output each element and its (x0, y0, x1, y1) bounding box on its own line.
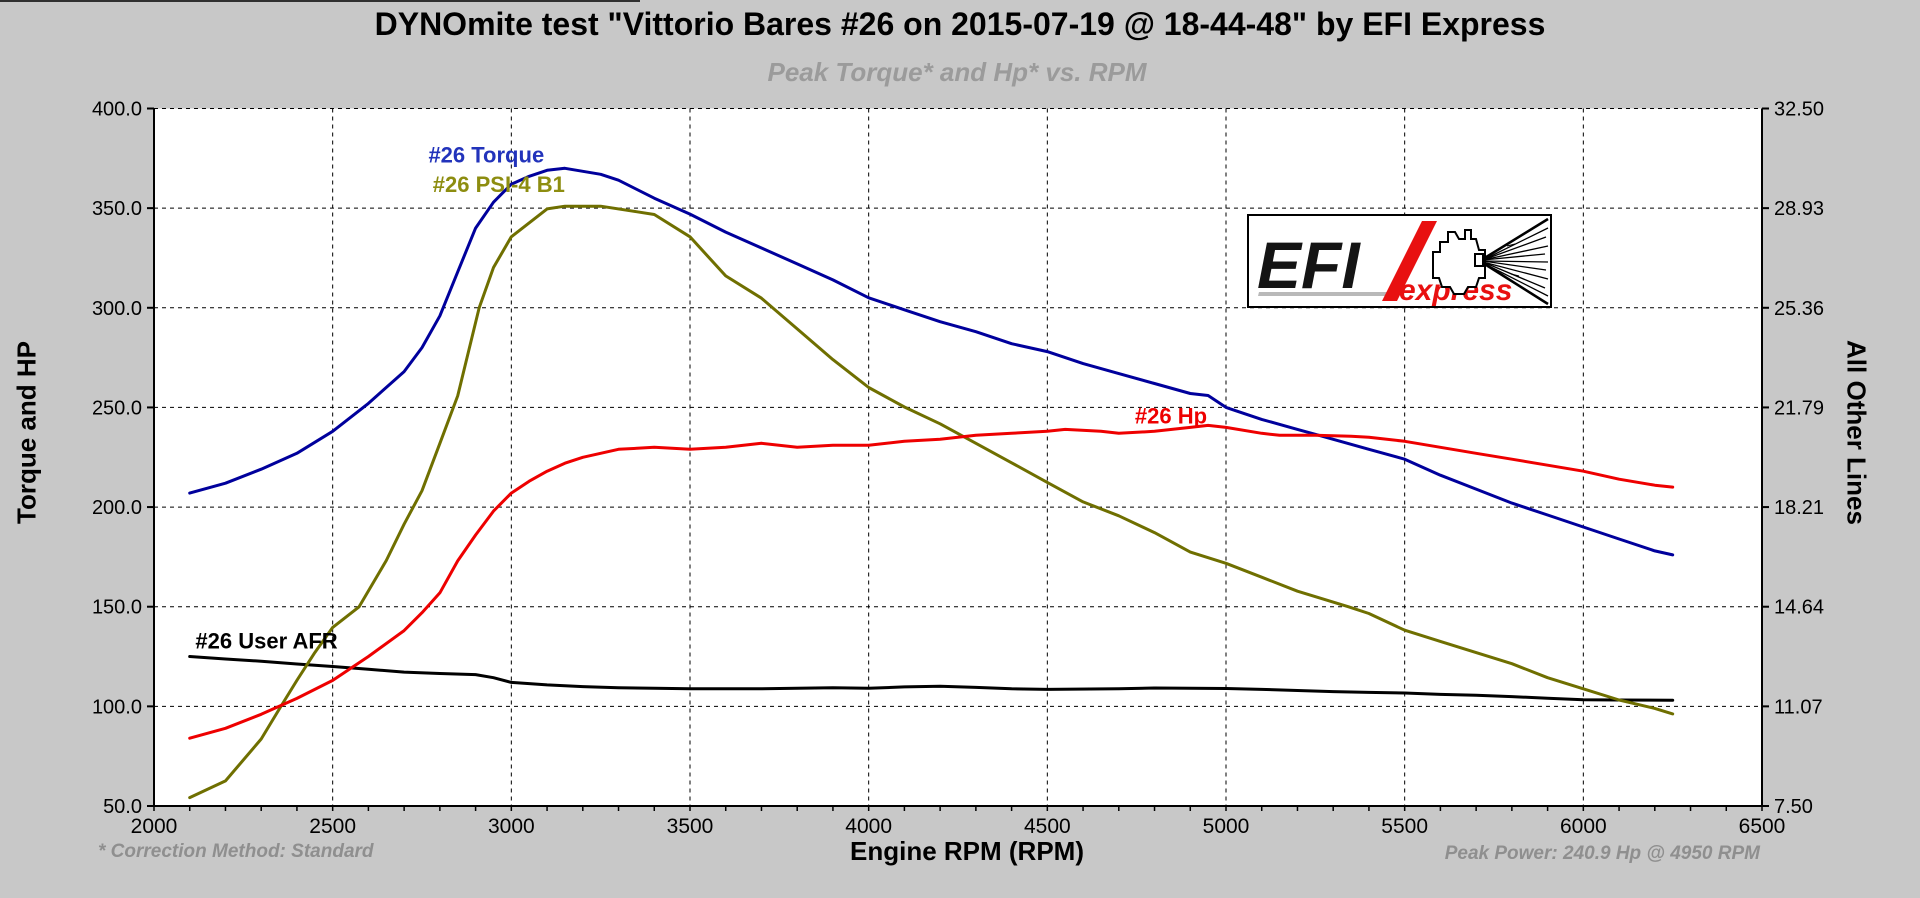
afr-series-label: #26 User AFR (195, 629, 337, 654)
hp-curve (188, 423, 1675, 740)
logo-shadow (1258, 292, 1387, 296)
torque-series-label: #26 Torque (428, 142, 544, 167)
x-tick-label: 3000 (488, 815, 535, 838)
x-axis-title: Engine RPM (RPM) (850, 836, 1084, 866)
efi-logo-art: EFI express (1257, 217, 1549, 307)
logo-red-slash-icon (1382, 221, 1437, 301)
window-top-edge (0, 0, 640, 2)
x-tick-label: 6000 (1560, 815, 1607, 838)
right-tick-label: 25.36 (1774, 298, 1824, 320)
left-tick-label: 150.0 (92, 597, 142, 619)
right-tick-label: 11.07 (1774, 696, 1823, 718)
psi-series-label: #26 PSI-4 B1 (433, 172, 565, 197)
afr-curve (188, 655, 1675, 702)
left-tick-label: 50.0 (103, 796, 142, 818)
engine-spray-icon (1432, 217, 1549, 306)
chart-subtitle: Peak Torque* and Hp* vs. RPM (767, 57, 1147, 87)
efi-logo-text: EFI (1257, 228, 1361, 302)
left-tick-label: 400.0 (92, 99, 142, 121)
right-tick-label: 18.21 (1774, 497, 1824, 519)
right-tick-label: 7.50 (1774, 796, 1813, 818)
page-title: DYNOmite test "Vittorio Bares #26 on 201… (374, 6, 1546, 42)
x-tick-label: 6500 (1739, 815, 1786, 838)
left-tick-label: 350.0 (92, 198, 142, 220)
left-tick-label: 300.0 (92, 298, 142, 320)
x-tick-label: 2500 (309, 815, 356, 838)
correction-method-note: * Correction Method: Standard (98, 841, 374, 862)
x-tick-label: 4500 (1024, 815, 1071, 838)
hp-series-label: #26 Hp (1135, 403, 1207, 428)
left-tick-label: 200.0 (92, 497, 142, 519)
left-tick-label: 250.0 (92, 397, 142, 419)
efi-express-logo: EFI express (1247, 214, 1552, 308)
left-tick-label: 100.0 (92, 696, 142, 718)
torque-curve (188, 166, 1675, 557)
right-tick-label: 32.50 (1774, 99, 1824, 121)
x-tick-label: 5500 (1381, 815, 1428, 838)
psi-curve (188, 204, 1675, 800)
x-tick-label: 5000 (1203, 815, 1250, 838)
x-tick-label: 3500 (667, 815, 714, 838)
right-tick-label: 28.93 (1774, 198, 1824, 220)
x-tick-label: 2000 (131, 815, 178, 838)
peak-power-note: Peak Power: 240.9 Hp @ 4950 RPM (1444, 843, 1760, 864)
right-tick-label: 14.64 (1774, 597, 1824, 619)
right-tick-label: 21.79 (1774, 397, 1824, 419)
x-tick-label: 4000 (845, 815, 892, 838)
